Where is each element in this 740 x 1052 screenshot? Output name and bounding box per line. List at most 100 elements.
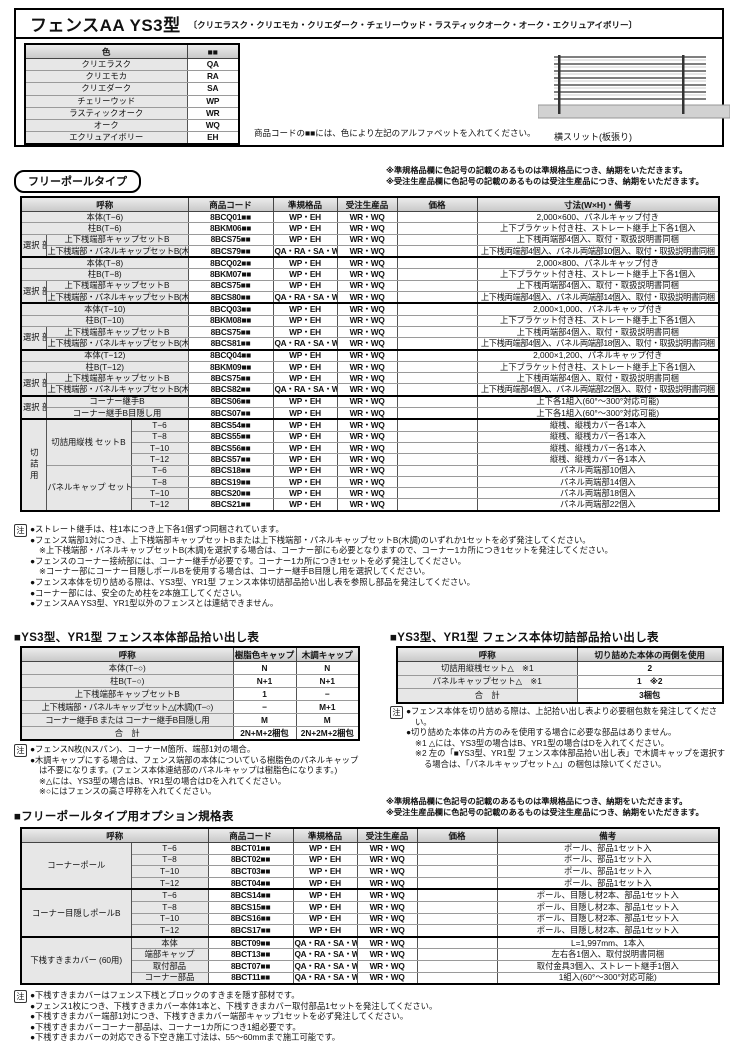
table-cell: 上下桟端部・パネルキャップセット△(木調)(T−○) bbox=[20, 700, 234, 714]
table-row: T−8 8BCS15■■ WP・EH WR・WQ ポール、目隠し材2本、部品1セット入 bbox=[21, 900, 720, 914]
table-cell: 8BCS75■■ bbox=[187, 233, 274, 246]
column-header: 受注生産品 bbox=[336, 196, 398, 212]
column-header: ■■ bbox=[186, 43, 240, 59]
freepole-spec-table: 呼称 商品コード 準規格品 受注生産品 価格 寸法(W×H)・備考 本体(T−6) 8BCQ0… bbox=[20, 196, 720, 512]
table-cell: 本体 bbox=[130, 935, 209, 950]
stock-notes-top: ※準規格品欄に色記号の記載のあるものは準規格品につき、納期をいただきます。 ※受注… bbox=[386, 165, 704, 187]
column-header: 木調キャップ bbox=[295, 646, 360, 662]
table-cell: 2,000×1,200、パネルキャップ付き bbox=[476, 348, 720, 362]
table-cell: QA・RA・SA・WP・EH bbox=[292, 959, 358, 973]
table-cell: 8BKM09■■ bbox=[187, 360, 274, 374]
note-line: ●下桟すきまカバーはフェンス下桟とブロックのすきまを隠す部材です。 bbox=[30, 990, 300, 1000]
table-row: 柱B(T−6) 8BKM06■■ WP・EH WR・WQ 上下ブラケット付き柱、ストレー… bbox=[20, 222, 720, 235]
table-cell: 8BCS82■■ bbox=[187, 383, 274, 397]
table-cell: 取付部品 bbox=[130, 959, 209, 973]
table-cell: 上下ブラケット付き柱、ストレート継手上下各1個入 bbox=[476, 222, 720, 235]
table-cell: チェリーウッド bbox=[24, 94, 188, 108]
table-cell bbox=[416, 948, 498, 961]
note-line: ●フェンス1枚につき、下桟すきまカバー本体1本と、下桟すきまカバー取付部品1セッ… bbox=[30, 1000, 438, 1011]
table-cell: T−12 bbox=[130, 876, 209, 890]
table-cell: T−12 bbox=[130, 453, 189, 466]
table-cell: WR・WQ bbox=[336, 314, 398, 327]
table-cell: 本体(T−10) bbox=[20, 302, 189, 316]
table-cell bbox=[396, 464, 478, 477]
table-cell: WP・EH bbox=[272, 325, 338, 339]
column-header: 備考 bbox=[496, 827, 720, 843]
badge-label: フリーポールタイプ bbox=[28, 176, 127, 188]
table-cell: コーナー継手B目隠し用 bbox=[45, 407, 189, 420]
table-cell: 端部キャップ bbox=[130, 948, 209, 961]
table-cell bbox=[396, 325, 478, 339]
stock-notes-options: ※準規格品欄に色記号の記載のあるものは準規格品につき、納期をいただきます。 ※受注… bbox=[386, 796, 704, 818]
options-notes-block: 注 ●下桟すきまカバーはフェンス下桟とブロックのすきまを隠す部材です。 ●フェンス… bbox=[14, 990, 728, 1043]
table-cell: 8BCQ03■■ bbox=[187, 302, 274, 316]
table-cell: WR・WQ bbox=[356, 912, 418, 926]
table-cell: 8BCQ01■■ bbox=[187, 210, 274, 224]
table-cell: WP・EH bbox=[272, 487, 338, 500]
table-cell: WR・WQ bbox=[336, 441, 398, 455]
table-cell: WR・WQ bbox=[356, 853, 418, 867]
note-line: ※準規格品欄に色記号の記載のあるものは準規格品につき、納期をいただきます。 bbox=[386, 797, 688, 806]
table-cell: WR・WQ bbox=[336, 210, 398, 224]
table-cell: 本体(T−8) bbox=[20, 256, 189, 270]
table-cell: WR・WQ bbox=[336, 337, 398, 351]
table-cell: パネルキャップ セットB bbox=[45, 464, 132, 512]
table-cell: 上下ブラケット付き柱、ストレート継手上下各1個入 bbox=[476, 360, 720, 374]
table-cell: 8BKM07■■ bbox=[187, 268, 274, 281]
table-cell: 切詰用縦桟セット△ ※1 bbox=[396, 661, 578, 676]
table-cell: 8BCS80■■ bbox=[187, 291, 274, 304]
pickup-right-table: 呼称 切り詰めた本体の両側を使用 切詰用縦桟セット△ ※1 2 パネルキャップセット△ … bbox=[396, 646, 724, 704]
table-cell: WR・WQ bbox=[356, 900, 418, 914]
table-cell bbox=[396, 487, 478, 500]
table-row: 柱B(T−○) N+1 N+1 bbox=[20, 674, 360, 688]
header-row: 呼称 樹脂色キャップ 木調キャップ bbox=[20, 646, 360, 662]
note-line: ●切り詰めた本体の片方のみを使用する場合に必要な部品はありません。 bbox=[406, 727, 677, 738]
table-cell: WQ bbox=[186, 118, 240, 133]
note-line: ※上下桟端部・パネルキャップセットB(木調)を選択する場合は、コーナー部にも必要… bbox=[39, 545, 613, 556]
table-cell: パネル両端部10個入 bbox=[476, 464, 720, 477]
table-cell: T−12 bbox=[130, 924, 209, 938]
table-row: 合 計 2N+M+2梱包 2N+2M+2梱包 bbox=[20, 726, 360, 741]
page-subtitle: 〔クリエラスク・クリエモカ・クリエダーク・チェリーウッド・ラスティックオーク・オ… bbox=[188, 20, 638, 30]
column-header: 呼称 bbox=[396, 646, 578, 662]
note-line: ※○にはフェンスの高さ呼称を入れてください。 bbox=[39, 786, 217, 797]
table-row: コーナー継手B目隠し用 8BCS07■■ WP・EH WR・WQ 上下各1組入(60°〜… bbox=[21, 407, 720, 420]
table-cell: QA・RA・SA・WP・EH bbox=[292, 935, 358, 950]
table-cell bbox=[396, 475, 478, 489]
table-cell: L=1,997mm、1本入 bbox=[496, 935, 720, 950]
table-cell: T−6 bbox=[130, 888, 209, 902]
table-row: T−12 8BCS21■■ WP・EH WR・WQ パネル両端部22個入 bbox=[21, 498, 720, 512]
color-code-note: 商品コードの■■には、色により左記のアルファベットを入れてください。 bbox=[254, 128, 536, 138]
note-line: ※1 △には、YS3型の場合はB、YR1型の場合はDを入れてください。 bbox=[415, 737, 669, 748]
table-cell: WR・WQ bbox=[336, 233, 398, 246]
table-cell: 上下桟端部キャップセットB bbox=[45, 372, 189, 385]
table-cell: 切詰用 bbox=[20, 418, 47, 512]
table-cell: WP・EH bbox=[272, 210, 338, 224]
table-cell bbox=[416, 853, 498, 867]
table-row: クリエラスク QA bbox=[24, 57, 240, 72]
table-cell: 上下桟端部キャップセットB bbox=[45, 279, 189, 293]
freepole-notes-list: ●ストレート継手は、柱1本につき上下各1個ずつ同梱されています。 ●フェンス端部1… bbox=[30, 524, 728, 609]
table-cell: T−10 bbox=[130, 912, 209, 926]
table-cell: 上下桟端部・パネルキャップセットB(木調) bbox=[45, 337, 189, 351]
column-header: 寸法(W×H)・備考 bbox=[476, 196, 720, 212]
table-row: T−8 8BCT02■■ WP・EH WR・WQ ポール、部品1セット入 bbox=[21, 853, 720, 867]
table-cell: 選択 部材 bbox=[20, 325, 47, 351]
freepole-notes-block: 注 ●ストレート継手は、柱1本につき上下各1個ずつ同梱されています。 ●フェンス端… bbox=[14, 524, 728, 609]
table-cell: 8BCQ02■■ bbox=[187, 256, 274, 270]
table-cell: ポール、目隠し材2本、部品1セット入 bbox=[496, 900, 720, 914]
pickup-right-title: ■YS3型、YR1型 フェンス本体切詰部品拾い出し表 bbox=[390, 632, 659, 644]
column-header: 呼称 bbox=[20, 646, 234, 662]
table-cell: 8BCQ04■■ bbox=[187, 348, 274, 362]
column-header: 切り詰めた本体の両側を使用 bbox=[576, 646, 724, 662]
table-row: エクリュアイボリー EH bbox=[24, 131, 240, 145]
table-cell: オーク bbox=[24, 118, 188, 133]
table-cell: WP・EH bbox=[272, 279, 338, 293]
table-cell: WR・WQ bbox=[356, 935, 418, 950]
note-line: ※△には、YS3型の場合はB、YR1型の場合はDを入れてください。 bbox=[39, 775, 287, 786]
note-line: ●フェンスAA YS3型、YR1型以外のフェンスとは連結できません。 bbox=[30, 598, 279, 609]
table-cell bbox=[396, 268, 478, 281]
